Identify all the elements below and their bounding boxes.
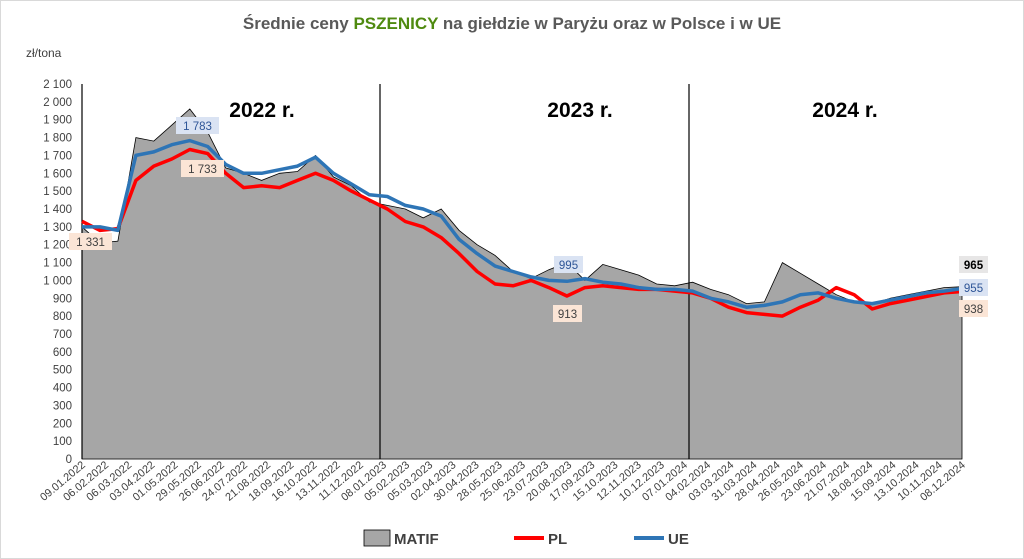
- y-tick-label: 2 100: [43, 79, 72, 91]
- y-tick-label: 300: [53, 400, 72, 412]
- year-label: 2024 r.: [812, 99, 877, 122]
- data-label-bg: [959, 300, 988, 317]
- legend-label: MATIF: [394, 531, 439, 548]
- data-label-bg: [959, 256, 988, 273]
- y-tick-label: 400: [53, 383, 72, 395]
- data-label-bg: [69, 233, 112, 250]
- y-tick-label: 600: [53, 347, 72, 359]
- y-tick-label: 2 000: [43, 97, 72, 109]
- y-tick-label: 900: [53, 293, 72, 305]
- y-tick-label: 1 800: [43, 133, 72, 145]
- series-line-pl: [81, 147, 963, 318]
- data-label-bg: [181, 160, 224, 177]
- year-label: 2023 r.: [547, 99, 612, 122]
- data-label: 965: [964, 260, 984, 272]
- y-tick-label: 1 400: [43, 204, 72, 216]
- year-label: 2022 r.: [229, 99, 294, 122]
- year-label-bg: [536, 94, 624, 124]
- y-tick-label: 1 600: [43, 168, 72, 180]
- legend-label: UE: [668, 531, 689, 548]
- data-label: 1 331: [76, 237, 105, 249]
- year-label-bg: [801, 94, 889, 124]
- year-label-bg: [218, 94, 306, 124]
- data-label-bg: [176, 117, 219, 134]
- data-label: 1 733: [188, 164, 217, 176]
- data-label-bg: [554, 256, 583, 273]
- data-label: 938: [964, 304, 983, 316]
- y-tick-label: 800: [53, 311, 72, 323]
- data-label-bg: [553, 305, 582, 322]
- data-label: 955: [964, 283, 983, 295]
- y-tick-label: 500: [53, 365, 72, 377]
- y-tick-label: 200: [53, 418, 72, 430]
- y-tick-label: 1 300: [43, 222, 72, 234]
- data-label: 913: [558, 309, 577, 321]
- series-line-ue: [82, 138, 963, 309]
- data-label: 995: [559, 260, 578, 272]
- y-tick-label: 700: [53, 329, 72, 341]
- y-tick-label: 0: [66, 454, 72, 466]
- y-tick-label: 1 200: [43, 240, 72, 252]
- y-tick-label: 1 000: [43, 275, 72, 287]
- chart-title: Średnie ceny PSZENICY na giełdzie w Pary…: [242, 14, 782, 33]
- y-tick-label: 1 700: [43, 150, 72, 162]
- y-tick-label: 1 100: [43, 258, 72, 270]
- data-label-bg: [959, 279, 988, 296]
- y-tick-label: 100: [53, 436, 72, 448]
- y-tick-label: 1 900: [43, 115, 72, 127]
- data-label: 1 783: [183, 121, 212, 133]
- y-tick-label: 1 500: [43, 186, 72, 198]
- y-axis-unit-label: zł/tona: [26, 46, 62, 60]
- legend-swatch-matif: [363, 529, 391, 547]
- legend-label: PL: [548, 531, 567, 548]
